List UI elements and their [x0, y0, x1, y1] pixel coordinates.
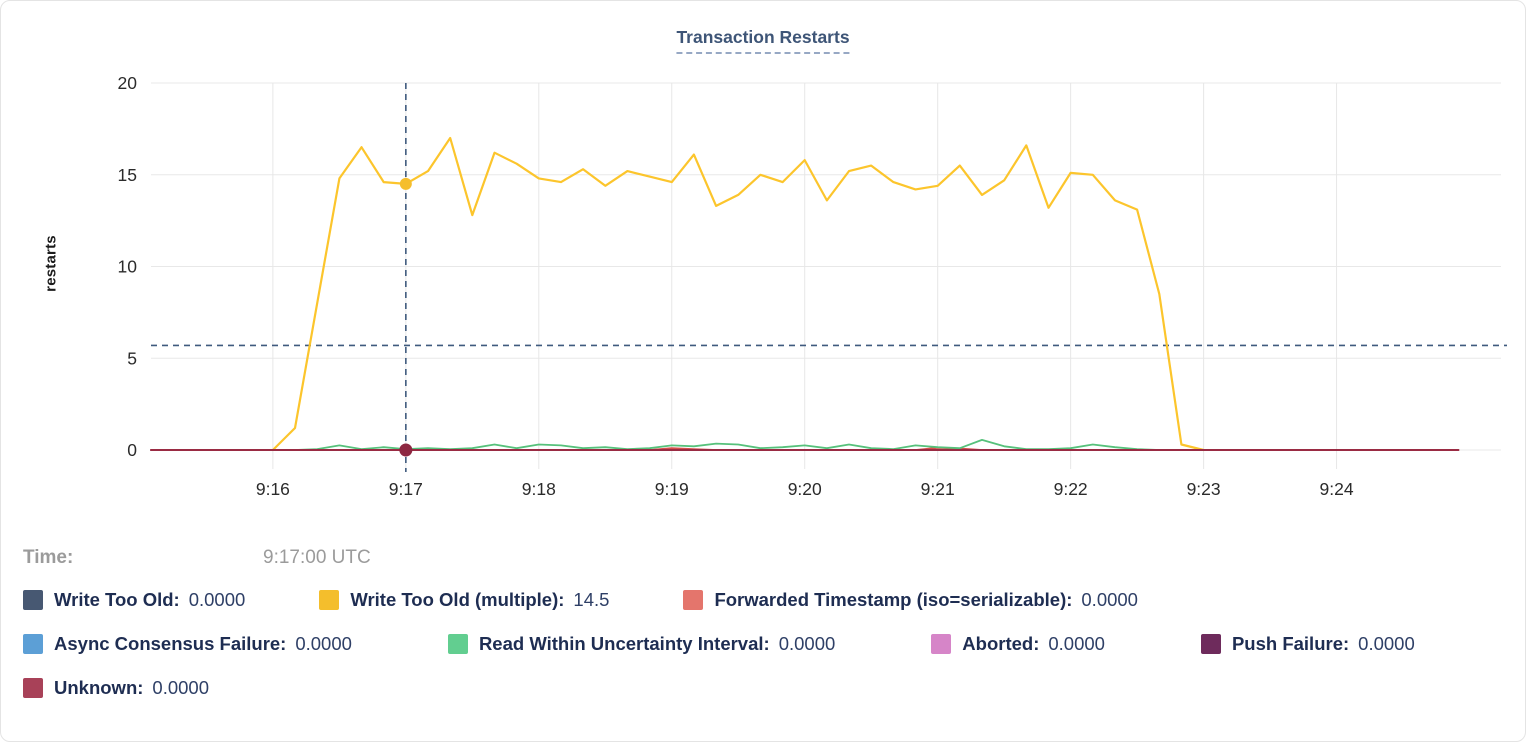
x-tick-label: 9:18 — [522, 479, 556, 499]
x-tick-label: 9:22 — [1054, 479, 1088, 499]
legend-swatch-write-too-old-multiple — [319, 590, 340, 610]
legend-label: Unknown: — [54, 677, 144, 698]
legend-swatch-push-failure — [1200, 634, 1221, 654]
legend-value: 0.0000 — [778, 633, 836, 654]
legend-label: Write Too Old (multiple): — [350, 589, 565, 610]
legend-value: 0.0000 — [295, 633, 352, 654]
legend-row-1: Write Too Old: 0.0000 Write Too Old (multi… — [23, 589, 1513, 611]
legend-swatch-read-within-uncertainty-interval — [447, 634, 468, 654]
y-tick-label: 0 — [127, 440, 137, 460]
y-tick-label: 10 — [118, 257, 138, 277]
time-value: 9:17:00 UTC — [263, 547, 371, 568]
legend-swatch-forwarded-timestamp — [683, 590, 704, 610]
legend-item-forwarded-timestamp: Forwarded Timestamp (iso=serializable): 0… — [683, 589, 1138, 611]
legend-item-write-too-old: Write Too Old: 0.0000 — [23, 589, 245, 611]
legend-value: 0.0000 — [1048, 633, 1105, 654]
transaction-restarts-plot[interactable]: 0 5 10 15 20 9:16 9:17 9:18 9:19 9:20 9:21 9:22 9:23… — [1, 1, 1526, 521]
y-tick-label: 5 — [127, 348, 137, 368]
legend-item-push-failure: Push Failure: 0.0000 — [1200, 633, 1415, 655]
legend-item-unknown: Unknown: 0.0000 — [23, 677, 209, 699]
series-line-read-within-uncertainty-interval — [294, 438, 1161, 451]
legend-item-aborted: Aborted: 0.0000 — [931, 633, 1105, 655]
y-tick-label: 15 — [118, 165, 137, 185]
legend-label: Write Too Old: — [54, 589, 180, 610]
legend-value: 0.0000 — [1081, 589, 1138, 610]
legend-value: 14.5 — [573, 589, 610, 610]
legend-swatch-write-too-old — [23, 590, 43, 610]
x-tick-label: 9:23 — [1187, 479, 1221, 499]
x-tick-label: 9:17 — [389, 479, 423, 499]
hover-point-write-too-old-multiple- — [399, 177, 412, 190]
legend-value: 0.0000 — [188, 589, 246, 610]
legend-row-3: Unknown: 0.0000 — [23, 677, 1513, 699]
legend-item-async-consensus-failure: Async Consensus Failure: 0.0000 — [23, 633, 352, 655]
legend-swatch-aborted — [931, 634, 952, 654]
hover-tooltip: Time: 9:17:00 UTC — [23, 547, 1507, 573]
legend-label: Push Failure: — [1231, 633, 1350, 654]
time-row: Time: 9:17:00 UTC — [23, 547, 1507, 573]
legend-label: Read Within Uncertainty Interval: — [478, 633, 770, 654]
series-line-write-too-old-multiple — [271, 136, 1205, 452]
x-tick-label: 9:19 — [655, 479, 689, 499]
legend-label: Forwarded Timestamp (iso=serializable): — [714, 589, 1073, 610]
y-tick-label: 20 — [118, 73, 138, 93]
time-label: Time: — [23, 547, 74, 568]
x-tick-label: 9:20 — [788, 479, 822, 499]
legend-swatch-async-consensus-failure — [23, 634, 43, 654]
legend-item-write-too-old-multiple: Write Too Old (multiple): 14.5 — [319, 589, 609, 611]
x-tick-label: 9:16 — [256, 479, 290, 499]
x-tick-label: 9:21 — [921, 479, 955, 499]
legend-swatch-unknown — [23, 678, 43, 698]
legend-value: 0.0000 — [152, 677, 209, 698]
chart-legend: Write Too Old: 0.0000 Write Too Old (multi… — [23, 589, 1513, 721]
legend-label: Async Consensus Failure: — [54, 633, 287, 654]
legend-label: Aborted: — [962, 633, 1040, 654]
x-tick-label: 9:24 — [1320, 479, 1354, 499]
legend-row-2: Async Consensus Failure: 0.0000 Read Withi… — [23, 633, 1513, 655]
legend-item-read-within-uncertainty-interval: Read Within Uncertainty Interval: 0.0000 — [447, 633, 836, 655]
legend-value: 0.0000 — [1358, 633, 1415, 654]
chart-title[interactable]: Transaction Restarts — [676, 27, 850, 54]
hover-point-unknown — [399, 443, 413, 457]
